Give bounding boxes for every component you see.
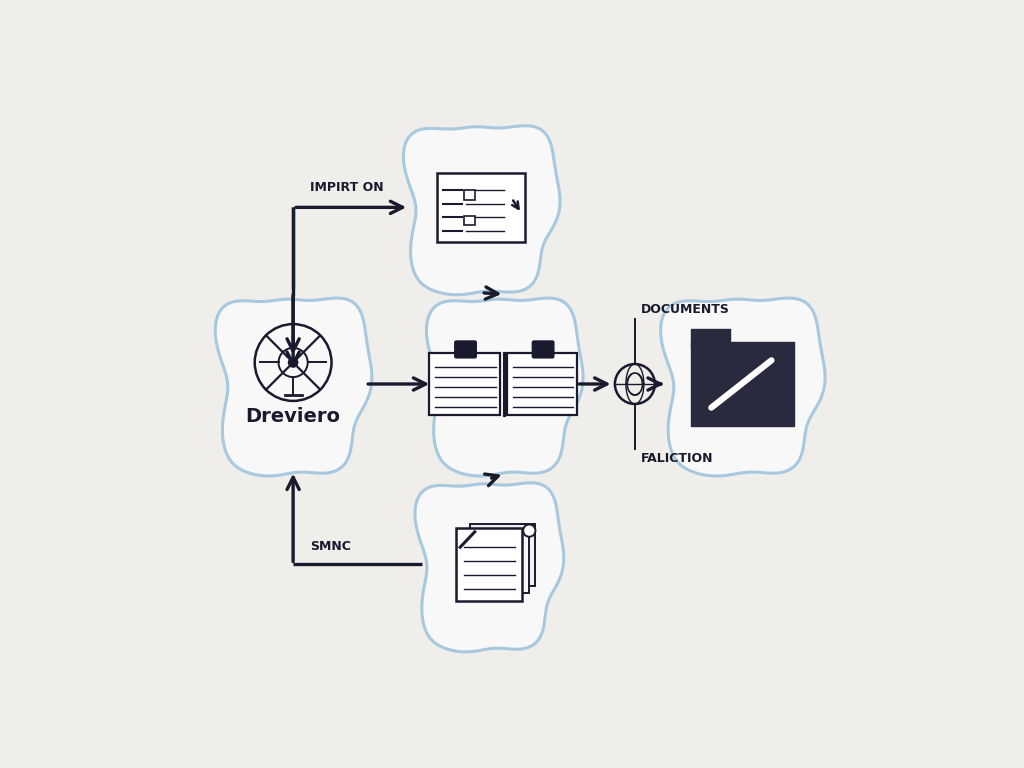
Bar <box>690 342 795 426</box>
Bar <box>507 353 578 415</box>
Text: FALICTION: FALICTION <box>641 452 714 465</box>
Text: Dreviero: Dreviero <box>246 407 341 425</box>
Text: SMNC: SMNC <box>310 540 351 553</box>
Polygon shape <box>403 126 560 295</box>
Polygon shape <box>660 298 825 476</box>
Bar <box>463 529 528 593</box>
Polygon shape <box>215 298 372 476</box>
Bar <box>464 216 475 225</box>
Bar <box>457 528 521 601</box>
Polygon shape <box>415 483 564 652</box>
Bar <box>454 184 511 236</box>
Bar <box>437 173 525 242</box>
Circle shape <box>523 525 536 537</box>
Polygon shape <box>426 298 583 476</box>
Bar <box>690 329 730 347</box>
Bar <box>429 353 500 415</box>
FancyBboxPatch shape <box>532 341 554 358</box>
Text: DOCUMENTS: DOCUMENTS <box>641 303 730 316</box>
Bar <box>464 190 475 200</box>
Circle shape <box>289 358 298 367</box>
Bar <box>470 524 536 585</box>
Text: IMPIRT ON: IMPIRT ON <box>310 180 384 194</box>
FancyBboxPatch shape <box>455 341 476 358</box>
